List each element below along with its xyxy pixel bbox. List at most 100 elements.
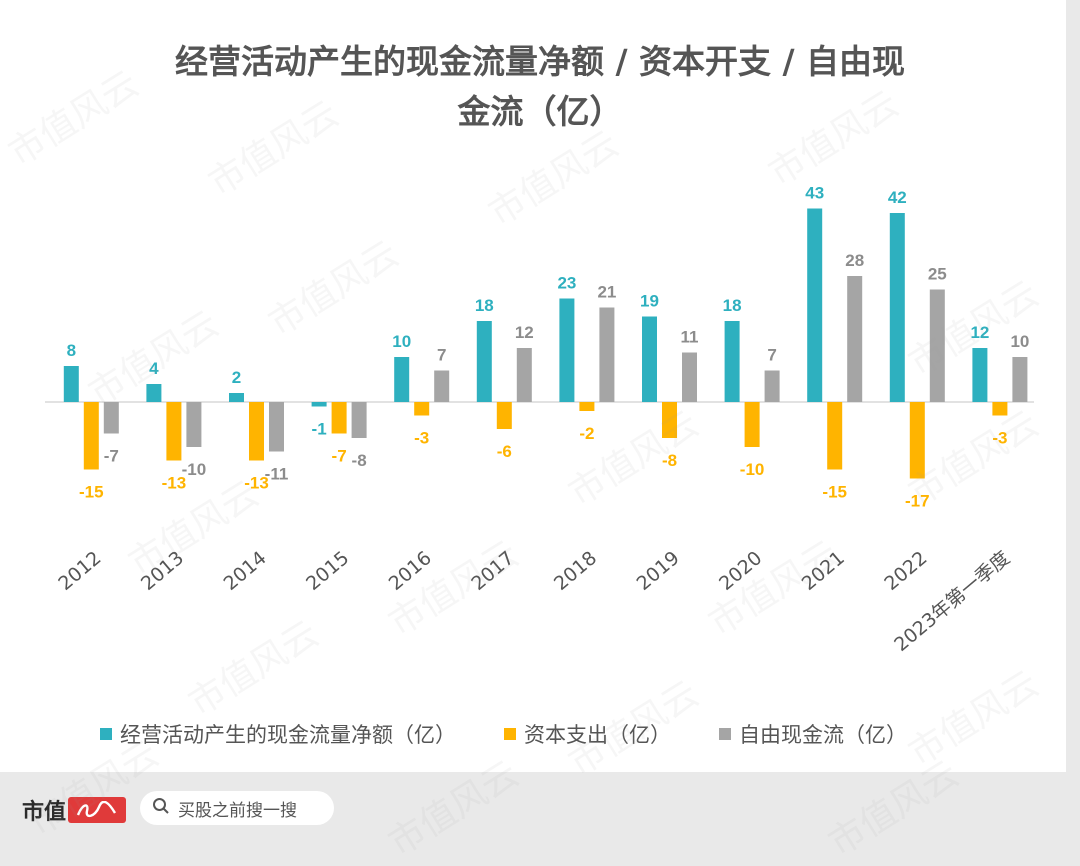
bar-operating-2 — [229, 393, 244, 402]
bar-fcf-4 — [434, 370, 450, 402]
data-label: 10 — [1010, 332, 1029, 351]
bar-operating-5 — [476, 321, 492, 402]
bar-capex-6 — [579, 402, 595, 411]
data-label: 2 — [232, 368, 241, 387]
legend-item-operating-cash-flow: 经营活动产生的现金流量净额（亿） — [100, 719, 456, 749]
x-tick-label: 2019 — [633, 547, 684, 595]
data-label: -7 — [332, 447, 347, 466]
bar-operating-9 — [807, 208, 823, 402]
data-label: 4 — [149, 359, 159, 378]
data-label: 25 — [928, 265, 947, 284]
legend-label: 自由现金流（亿） — [739, 723, 907, 747]
bar-fcf-7 — [682, 352, 697, 402]
bar-capex-0 — [83, 402, 99, 470]
data-label: 12 — [970, 323, 989, 342]
bar-operating-3 — [311, 402, 327, 407]
bar-capex-10 — [909, 402, 925, 479]
data-label: 18 — [723, 296, 742, 315]
bar-capex-4 — [414, 402, 430, 416]
bar-capex-8 — [744, 402, 760, 447]
bar-fcf-11 — [1012, 357, 1028, 402]
bar-operating-6 — [559, 298, 575, 402]
x-tick-label: 2015 — [302, 547, 353, 595]
data-label: 11 — [681, 328, 699, 347]
data-label: -2 — [579, 424, 594, 443]
data-label: 28 — [845, 251, 864, 270]
bar-fcf-9 — [847, 276, 863, 402]
x-tick-label: 2012 — [54, 547, 105, 595]
legend-swatch — [100, 728, 112, 740]
legend-label: 经营活动产生的现金流量净额（亿） — [120, 723, 456, 747]
x-tick-label: 2016 — [385, 547, 436, 595]
data-label: -11 — [265, 465, 289, 484]
data-label: -6 — [497, 442, 512, 461]
data-label: 7 — [767, 346, 776, 365]
bar-capex-3 — [331, 402, 347, 434]
bar-fcf-2 — [269, 402, 284, 452]
data-label: -7 — [104, 447, 119, 466]
data-label: -10 — [740, 460, 765, 479]
chart-title-line1: 经营活动产生的现金流量净额 / 资本开支 / 自由现 — [174, 42, 906, 81]
data-label: 42 — [888, 188, 907, 207]
bar-capex-11 — [992, 402, 1008, 416]
search-box[interactable]: 买股之前搜一搜 — [140, 791, 334, 825]
bar-fcf-5 — [516, 348, 532, 402]
bar-capex-7 — [662, 402, 677, 438]
x-tick-label: 2020 — [715, 547, 766, 595]
bar-operating-10 — [889, 213, 905, 402]
chart-card: 8 -15 -7 2012 4 -13 -10 2013 2 -13 -11 2014 -1 -7 -8 20… — [0, 0, 1066, 772]
bar-operating-4 — [394, 357, 410, 402]
data-label: -8 — [662, 451, 677, 470]
data-label: 23 — [557, 274, 576, 293]
data-label: -1 — [312, 420, 327, 439]
x-tick-label: 2018 — [550, 547, 601, 595]
bar-operating-1 — [146, 384, 162, 402]
data-label: 18 — [475, 296, 494, 315]
search-placeholder: 买股之前搜一搜 — [178, 800, 297, 821]
data-label: 43 — [805, 184, 824, 203]
legend-label: 资本支出（亿） — [524, 723, 671, 747]
data-label: -13 — [162, 474, 187, 493]
bar-capex-2 — [249, 402, 264, 461]
x-tick-label: 2021 — [798, 547, 849, 595]
bar-fcf-3 — [351, 402, 367, 438]
data-label: -17 — [905, 492, 930, 511]
data-label: -8 — [352, 451, 367, 470]
bar-capex-5 — [496, 402, 512, 429]
data-label: -10 — [182, 460, 207, 479]
data-label: 12 — [515, 323, 534, 342]
bar-fcf-8 — [764, 370, 780, 402]
bar-operating-0 — [63, 366, 79, 402]
chart-title-line2: 金流（亿） — [457, 92, 623, 131]
bar-operating-11 — [972, 348, 988, 402]
x-tick-label: 2014 — [220, 547, 271, 595]
bar-fcf-6 — [599, 307, 615, 402]
data-label: -3 — [414, 429, 429, 448]
data-label: -15 — [79, 483, 104, 502]
bar-fcf-1 — [186, 402, 202, 447]
data-label: -15 — [822, 483, 847, 502]
data-label: -3 — [992, 429, 1007, 448]
bar-operating-8 — [724, 321, 740, 402]
brand-logo[interactable]: 市值 — [22, 794, 127, 826]
chart-legend: 经营活动产生的现金流量净额（亿） 资本支出（亿） 自由现金流（亿） — [100, 714, 907, 754]
brand-name: 市值 — [22, 799, 67, 825]
x-tick-label: 2013 — [137, 547, 188, 595]
legend-swatch — [504, 728, 516, 740]
legend-item-capex: 资本支出（亿） — [504, 719, 671, 749]
footer-bar: 市值 买股之前搜一搜 — [0, 772, 1080, 843]
data-label: 10 — [392, 332, 411, 351]
x-tick-label: 2022 — [880, 547, 931, 595]
data-label: 21 — [597, 283, 616, 302]
bar-capex-9 — [827, 402, 843, 470]
brand-mark-icon — [68, 797, 127, 823]
search-icon — [152, 797, 170, 819]
bar-fcf-10 — [929, 289, 945, 402]
legend-item-free-cash-flow: 自由现金流（亿） — [719, 719, 907, 749]
bar-fcf-0 — [103, 402, 119, 434]
data-label: 19 — [640, 292, 659, 311]
bar-operating-7 — [642, 316, 657, 402]
data-label: 8 — [67, 341, 76, 360]
x-tick-label: 2017 — [467, 547, 518, 595]
